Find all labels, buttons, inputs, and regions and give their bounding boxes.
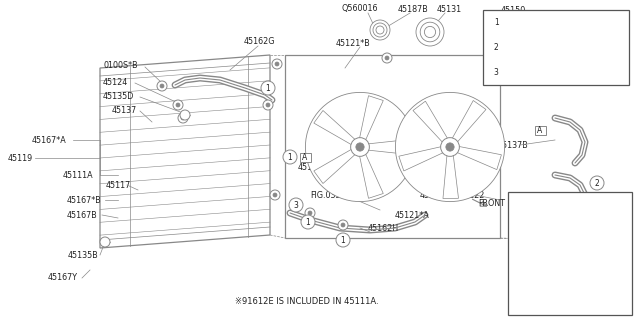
FancyBboxPatch shape (534, 125, 545, 134)
Circle shape (305, 208, 315, 218)
Text: 45167*A: 45167*A (32, 135, 67, 145)
Text: *91612E: *91612E (515, 68, 551, 77)
Circle shape (178, 113, 188, 123)
Text: 45124: 45124 (103, 77, 128, 86)
Text: 45187B: 45187B (398, 4, 429, 13)
Circle shape (272, 59, 282, 69)
Circle shape (341, 223, 345, 227)
Circle shape (263, 100, 273, 110)
Circle shape (273, 193, 277, 197)
Circle shape (100, 237, 110, 247)
Circle shape (181, 116, 185, 120)
Text: 45137: 45137 (112, 106, 137, 115)
Text: 1: 1 (287, 153, 292, 162)
Circle shape (275, 62, 279, 66)
Text: 45122: 45122 (460, 190, 485, 199)
Text: ※91612E IS INCLUDED IN 45111A.: ※91612E IS INCLUDED IN 45111A. (235, 298, 379, 307)
Text: 45167B: 45167B (67, 211, 98, 220)
Text: FIG.035: FIG.035 (310, 190, 340, 199)
Circle shape (356, 143, 364, 151)
Circle shape (370, 20, 390, 40)
Text: 45121*A: 45121*A (395, 211, 429, 220)
Text: 45121*B: 45121*B (336, 38, 371, 47)
Circle shape (157, 81, 167, 91)
Circle shape (373, 23, 387, 37)
Text: 3: 3 (294, 201, 298, 210)
Text: 2: 2 (595, 179, 600, 188)
FancyBboxPatch shape (483, 10, 629, 85)
Circle shape (270, 190, 280, 200)
Text: 0100S*B: 0100S*B (103, 60, 138, 69)
Circle shape (488, 39, 504, 55)
Text: 1: 1 (306, 218, 310, 227)
Text: 1: 1 (266, 84, 270, 92)
Circle shape (266, 103, 270, 107)
Text: 1: 1 (340, 236, 346, 244)
Circle shape (488, 64, 504, 80)
Circle shape (338, 220, 348, 230)
Text: 45119: 45119 (8, 154, 33, 163)
Text: A: A (302, 153, 308, 162)
Text: 45137B: 45137B (498, 140, 529, 149)
Circle shape (420, 22, 440, 42)
Circle shape (305, 92, 415, 202)
Text: 45187A: 45187A (298, 163, 329, 172)
Circle shape (424, 27, 436, 38)
Circle shape (488, 14, 504, 30)
Circle shape (160, 84, 164, 88)
Text: W170064: W170064 (515, 18, 556, 27)
FancyBboxPatch shape (300, 153, 310, 162)
Circle shape (336, 233, 350, 247)
Circle shape (301, 215, 315, 229)
Circle shape (289, 198, 303, 212)
Circle shape (261, 81, 275, 95)
Circle shape (446, 143, 454, 151)
Text: FIG.036: FIG.036 (312, 143, 342, 153)
Circle shape (382, 53, 392, 63)
Circle shape (416, 18, 444, 46)
Text: A450001312: A450001312 (541, 304, 590, 313)
Text: A: A (538, 125, 543, 134)
Circle shape (283, 150, 297, 164)
Circle shape (173, 100, 183, 110)
Text: 45117: 45117 (106, 180, 131, 189)
Circle shape (376, 26, 384, 34)
Text: 45135B: 45135B (68, 251, 99, 260)
Text: 45162H: 45162H (368, 223, 399, 233)
Text: 3: 3 (494, 68, 499, 77)
Text: 45162G: 45162G (244, 36, 275, 45)
Text: 45185: 45185 (420, 190, 445, 199)
Text: 1: 1 (494, 18, 499, 27)
Text: 45167*B: 45167*B (67, 196, 102, 204)
Text: 2: 2 (494, 43, 499, 52)
Text: 45167Y: 45167Y (48, 274, 78, 283)
Circle shape (176, 103, 180, 107)
Circle shape (385, 56, 389, 60)
Circle shape (590, 176, 604, 190)
Circle shape (440, 138, 460, 156)
Circle shape (351, 138, 369, 156)
Text: 45135D: 45135D (103, 92, 134, 100)
Text: Q560016: Q560016 (342, 4, 378, 12)
Text: FRONT: FRONT (478, 198, 505, 207)
Text: 45150: 45150 (501, 5, 526, 14)
Circle shape (180, 110, 190, 120)
Text: 45162A: 45162A (522, 47, 553, 57)
Text: 0100S*A: 0100S*A (515, 43, 552, 52)
Circle shape (396, 92, 504, 202)
FancyBboxPatch shape (508, 192, 632, 315)
Circle shape (308, 211, 312, 215)
Text: 45131: 45131 (437, 4, 462, 13)
Text: 45111A: 45111A (63, 171, 93, 180)
